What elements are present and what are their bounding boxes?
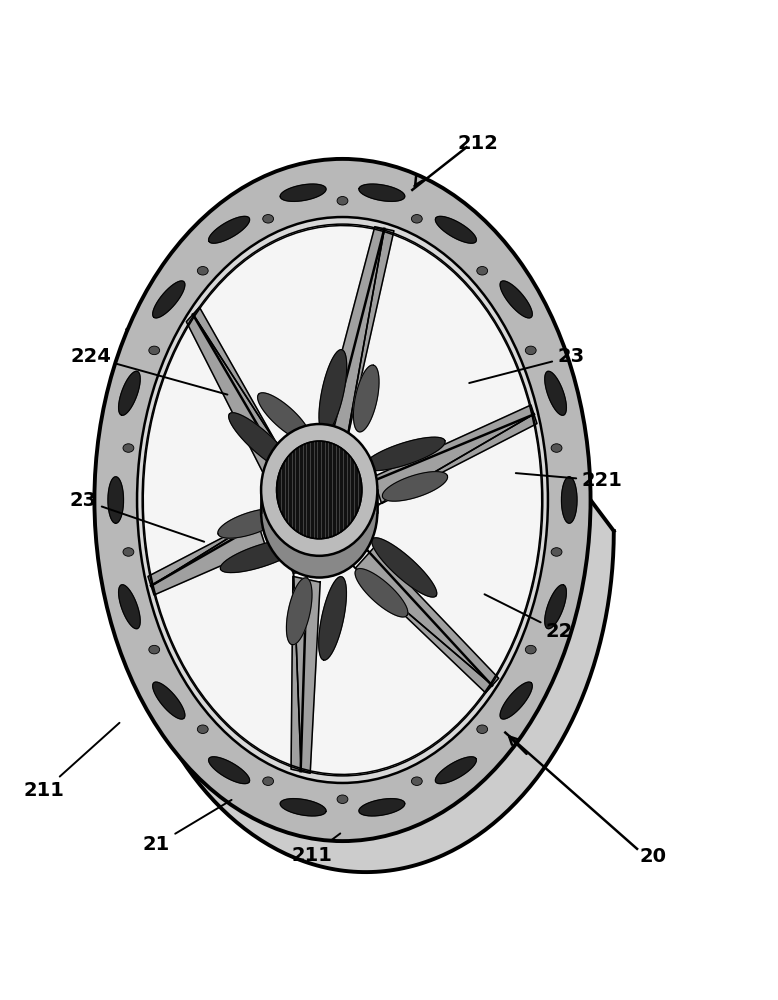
- Polygon shape: [280, 799, 326, 816]
- Text: 221: 221: [516, 471, 622, 490]
- Polygon shape: [258, 393, 310, 441]
- Polygon shape: [373, 405, 537, 504]
- Text: 23: 23: [469, 347, 585, 383]
- Polygon shape: [291, 576, 321, 773]
- Ellipse shape: [477, 267, 488, 275]
- Ellipse shape: [477, 725, 488, 733]
- Polygon shape: [152, 281, 185, 318]
- Polygon shape: [118, 585, 140, 629]
- Text: 212: 212: [457, 134, 499, 153]
- Polygon shape: [280, 184, 326, 201]
- Polygon shape: [153, 519, 301, 768]
- Ellipse shape: [551, 444, 562, 452]
- Polygon shape: [286, 578, 312, 645]
- Polygon shape: [372, 538, 436, 597]
- Ellipse shape: [525, 645, 536, 654]
- Ellipse shape: [149, 645, 159, 654]
- Ellipse shape: [337, 795, 348, 803]
- Polygon shape: [319, 577, 346, 660]
- Polygon shape: [359, 799, 405, 816]
- Text: 224: 224: [70, 347, 227, 395]
- Ellipse shape: [277, 441, 362, 539]
- Polygon shape: [353, 365, 379, 432]
- Polygon shape: [194, 226, 384, 457]
- Polygon shape: [500, 682, 532, 719]
- Polygon shape: [356, 548, 499, 693]
- Polygon shape: [94, 159, 591, 841]
- Text: 211: 211: [291, 833, 340, 865]
- Polygon shape: [436, 757, 476, 784]
- Ellipse shape: [261, 446, 377, 578]
- Ellipse shape: [337, 197, 348, 205]
- Polygon shape: [545, 371, 566, 415]
- Ellipse shape: [551, 548, 562, 556]
- Polygon shape: [220, 539, 302, 573]
- Polygon shape: [293, 566, 491, 774]
- Polygon shape: [209, 757, 250, 784]
- Polygon shape: [229, 413, 293, 472]
- Polygon shape: [318, 227, 394, 447]
- Polygon shape: [562, 477, 577, 523]
- Polygon shape: [319, 350, 347, 433]
- Text: 23: 23: [69, 490, 204, 542]
- Polygon shape: [545, 585, 566, 629]
- Polygon shape: [119, 371, 140, 415]
- Polygon shape: [152, 682, 185, 719]
- Polygon shape: [94, 159, 591, 841]
- Ellipse shape: [263, 777, 274, 785]
- Ellipse shape: [123, 548, 134, 556]
- Text: 21: 21: [143, 800, 232, 854]
- Polygon shape: [94, 329, 614, 872]
- Ellipse shape: [198, 725, 209, 733]
- Ellipse shape: [412, 777, 422, 785]
- Polygon shape: [359, 184, 405, 201]
- Polygon shape: [209, 216, 250, 243]
- Polygon shape: [436, 216, 476, 243]
- Polygon shape: [355, 569, 408, 617]
- Ellipse shape: [412, 215, 422, 223]
- Polygon shape: [137, 217, 548, 783]
- Polygon shape: [108, 477, 124, 523]
- Text: 20: 20: [639, 847, 666, 866]
- Polygon shape: [345, 232, 532, 505]
- Polygon shape: [364, 437, 445, 471]
- Ellipse shape: [261, 424, 377, 556]
- Text: 22: 22: [485, 594, 573, 641]
- Polygon shape: [94, 159, 591, 841]
- Polygon shape: [218, 509, 283, 538]
- Polygon shape: [187, 307, 283, 476]
- Ellipse shape: [149, 346, 159, 355]
- Text: 211: 211: [23, 723, 120, 800]
- Ellipse shape: [525, 346, 536, 355]
- Polygon shape: [353, 415, 541, 684]
- Ellipse shape: [263, 215, 274, 223]
- Polygon shape: [143, 316, 286, 585]
- Ellipse shape: [123, 444, 134, 452]
- Polygon shape: [261, 446, 377, 578]
- Polygon shape: [148, 520, 265, 595]
- Polygon shape: [500, 281, 532, 318]
- Polygon shape: [382, 472, 447, 501]
- Ellipse shape: [198, 267, 209, 275]
- Polygon shape: [261, 490, 377, 512]
